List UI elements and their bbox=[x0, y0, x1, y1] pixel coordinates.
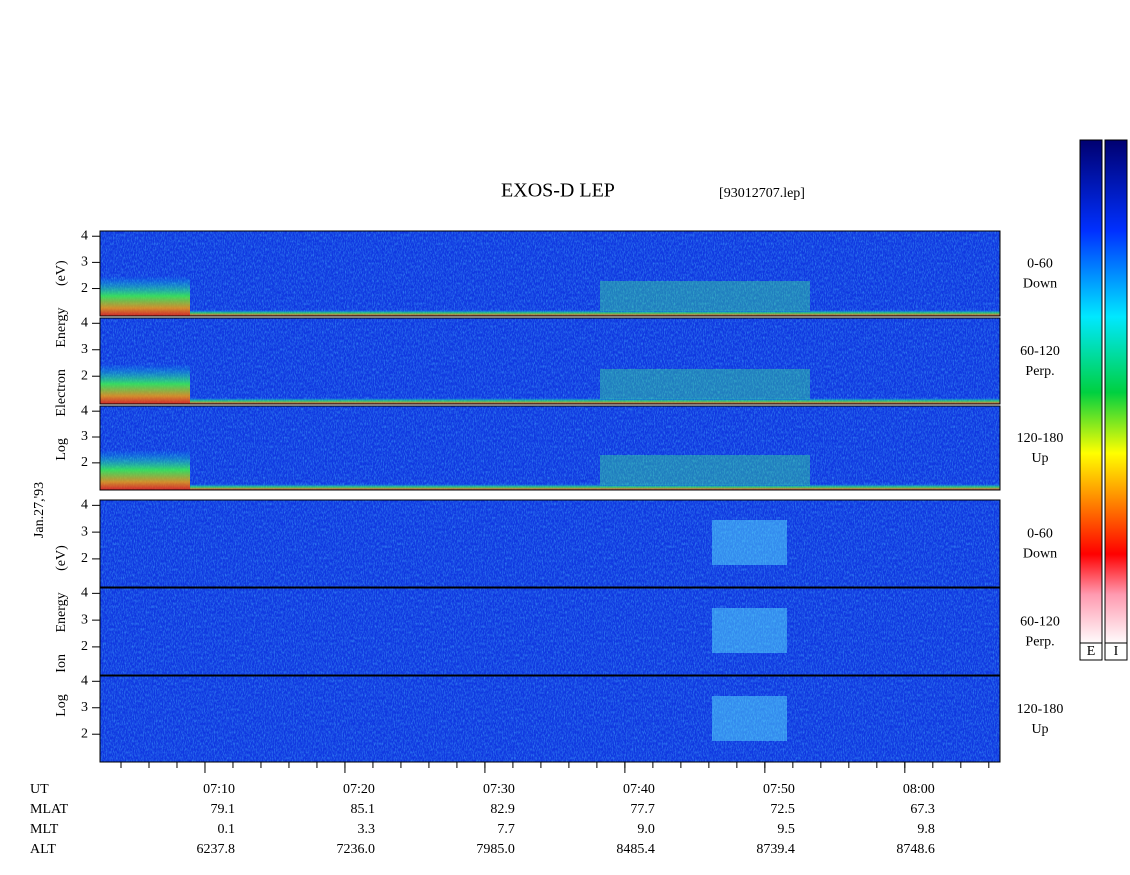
panel-band bbox=[600, 281, 810, 311]
x-tick-label: 07:40 bbox=[623, 782, 655, 797]
ephemeris-value: 8739.4 bbox=[756, 842, 795, 857]
y-tick-label: 3 bbox=[81, 700, 88, 715]
panel-angle: 0-60 bbox=[1027, 527, 1053, 542]
panel-band bbox=[190, 484, 1000, 490]
x-tick-label: 07:50 bbox=[763, 782, 795, 797]
x-tick-label: 07:10 bbox=[203, 782, 235, 797]
y-tick-label: 3 bbox=[81, 342, 88, 357]
colorbar-label: I bbox=[1114, 644, 1119, 659]
colorbar-i bbox=[1104, 139, 1128, 646]
y-tick-label: 2 bbox=[81, 281, 88, 296]
ephemeris-label: MLAT bbox=[30, 802, 69, 817]
panel-direction: Perp. bbox=[1025, 635, 1054, 650]
colorbars: E I bbox=[1079, 139, 1128, 661]
ephemeris-value: 77.7 bbox=[630, 802, 655, 817]
ephemeris-value: 79.1 bbox=[210, 802, 235, 817]
colorbar-e bbox=[1079, 139, 1103, 646]
panel-frame bbox=[99, 587, 1001, 676]
ephemeris-value: 7.7 bbox=[497, 822, 515, 837]
y-tick-label: 4 bbox=[81, 498, 88, 513]
panel-angle: 60-120 bbox=[1020, 615, 1060, 630]
ephemeris-value: 9.8 bbox=[917, 822, 935, 837]
panel-angle: 120-180 bbox=[1017, 702, 1064, 717]
ephemeris-label: UT bbox=[30, 782, 49, 797]
panel-band bbox=[100, 450, 190, 490]
y-tick-label: 4 bbox=[81, 403, 88, 418]
panel-band bbox=[190, 310, 1000, 316]
ephemeris-value: 8748.6 bbox=[896, 842, 935, 857]
panel-direction: Perp. bbox=[1025, 364, 1054, 379]
y-tick-label: 3 bbox=[81, 255, 88, 270]
panel-band bbox=[600, 455, 810, 485]
ephemeris-value: 8485.4 bbox=[616, 842, 655, 857]
panel-texture bbox=[100, 318, 1000, 404]
ephemeris-value: 72.5 bbox=[770, 802, 795, 817]
panel-direction: Down bbox=[1023, 277, 1057, 292]
panel-feature bbox=[712, 696, 787, 741]
y-tick-label: 3 bbox=[81, 429, 88, 444]
panel-texture bbox=[100, 406, 1000, 490]
colorbar-box bbox=[1104, 642, 1128, 661]
panel-texture bbox=[100, 676, 1000, 762]
ephemeris-label: ALT bbox=[30, 842, 56, 857]
panel-band bbox=[190, 398, 1000, 404]
panel-frame bbox=[99, 230, 1001, 317]
ephemeris-value: 9.5 bbox=[777, 822, 795, 837]
ephemeris-value: 6237.8 bbox=[196, 842, 235, 857]
panel-band bbox=[100, 276, 190, 316]
panel-band bbox=[600, 369, 810, 399]
ephemeris-value: 3.3 bbox=[357, 822, 375, 837]
panel-direction: Up bbox=[1031, 722, 1048, 737]
y-tick-label: 4 bbox=[81, 674, 88, 689]
x-tick-label: 07:30 bbox=[483, 782, 515, 797]
y-axis-label: Log Electron Energy (eV) bbox=[54, 260, 69, 461]
panel-band bbox=[100, 364, 190, 404]
y-tick-label: 4 bbox=[81, 316, 88, 331]
y-tick-label: 2 bbox=[81, 455, 88, 470]
y-tick-label: 3 bbox=[81, 524, 88, 539]
y-tick-label: 2 bbox=[81, 368, 88, 383]
y-tick-label: 2 bbox=[81, 551, 88, 566]
panel-texture bbox=[100, 500, 1000, 587]
panel-angle: 120-180 bbox=[1017, 431, 1064, 446]
y-tick-label: 2 bbox=[81, 639, 88, 654]
ephemeris-value: 0.1 bbox=[217, 822, 235, 837]
x-tick-label: 08:00 bbox=[903, 782, 935, 797]
ephemeris-value: 67.3 bbox=[910, 802, 935, 817]
panel-angle: 0-60 bbox=[1027, 257, 1053, 272]
ephemeris-value: 7236.0 bbox=[336, 842, 375, 857]
colorbar-label: E bbox=[1087, 644, 1096, 659]
panel-frame bbox=[99, 499, 1001, 588]
date-label: Jan.27,'93 bbox=[32, 482, 47, 538]
y-tick-label: 3 bbox=[81, 612, 88, 627]
ephemeris-value: 85.1 bbox=[350, 802, 375, 817]
y-axis-label: Log Ion Energy (eV) bbox=[54, 545, 69, 717]
ephemeris-label: MLT bbox=[30, 822, 59, 837]
x-tick-label: 07:20 bbox=[343, 782, 375, 797]
panel-feature bbox=[712, 520, 787, 565]
panel-feature bbox=[712, 608, 787, 653]
panel-direction: Down bbox=[1023, 547, 1057, 562]
y-tick-label: 4 bbox=[81, 586, 88, 601]
panel-frame bbox=[99, 317, 1001, 405]
ephemeris-value: 9.0 bbox=[637, 822, 655, 837]
colorbar-box bbox=[1079, 642, 1103, 661]
panel-direction: Up bbox=[1031, 451, 1048, 466]
panel-angle: 60-120 bbox=[1020, 344, 1060, 359]
panel-frame bbox=[99, 405, 1001, 491]
ephemeris-value: 7985.0 bbox=[476, 842, 515, 857]
panel-texture bbox=[100, 588, 1000, 675]
y-tick-label: 4 bbox=[81, 228, 88, 243]
file-label: [93012707.lep] bbox=[719, 186, 805, 201]
chart-title: EXOS-D LEP bbox=[501, 180, 615, 202]
y-tick-label: 2 bbox=[81, 726, 88, 741]
panel-texture bbox=[100, 231, 1000, 316]
ephemeris-value: 82.9 bbox=[490, 802, 515, 817]
